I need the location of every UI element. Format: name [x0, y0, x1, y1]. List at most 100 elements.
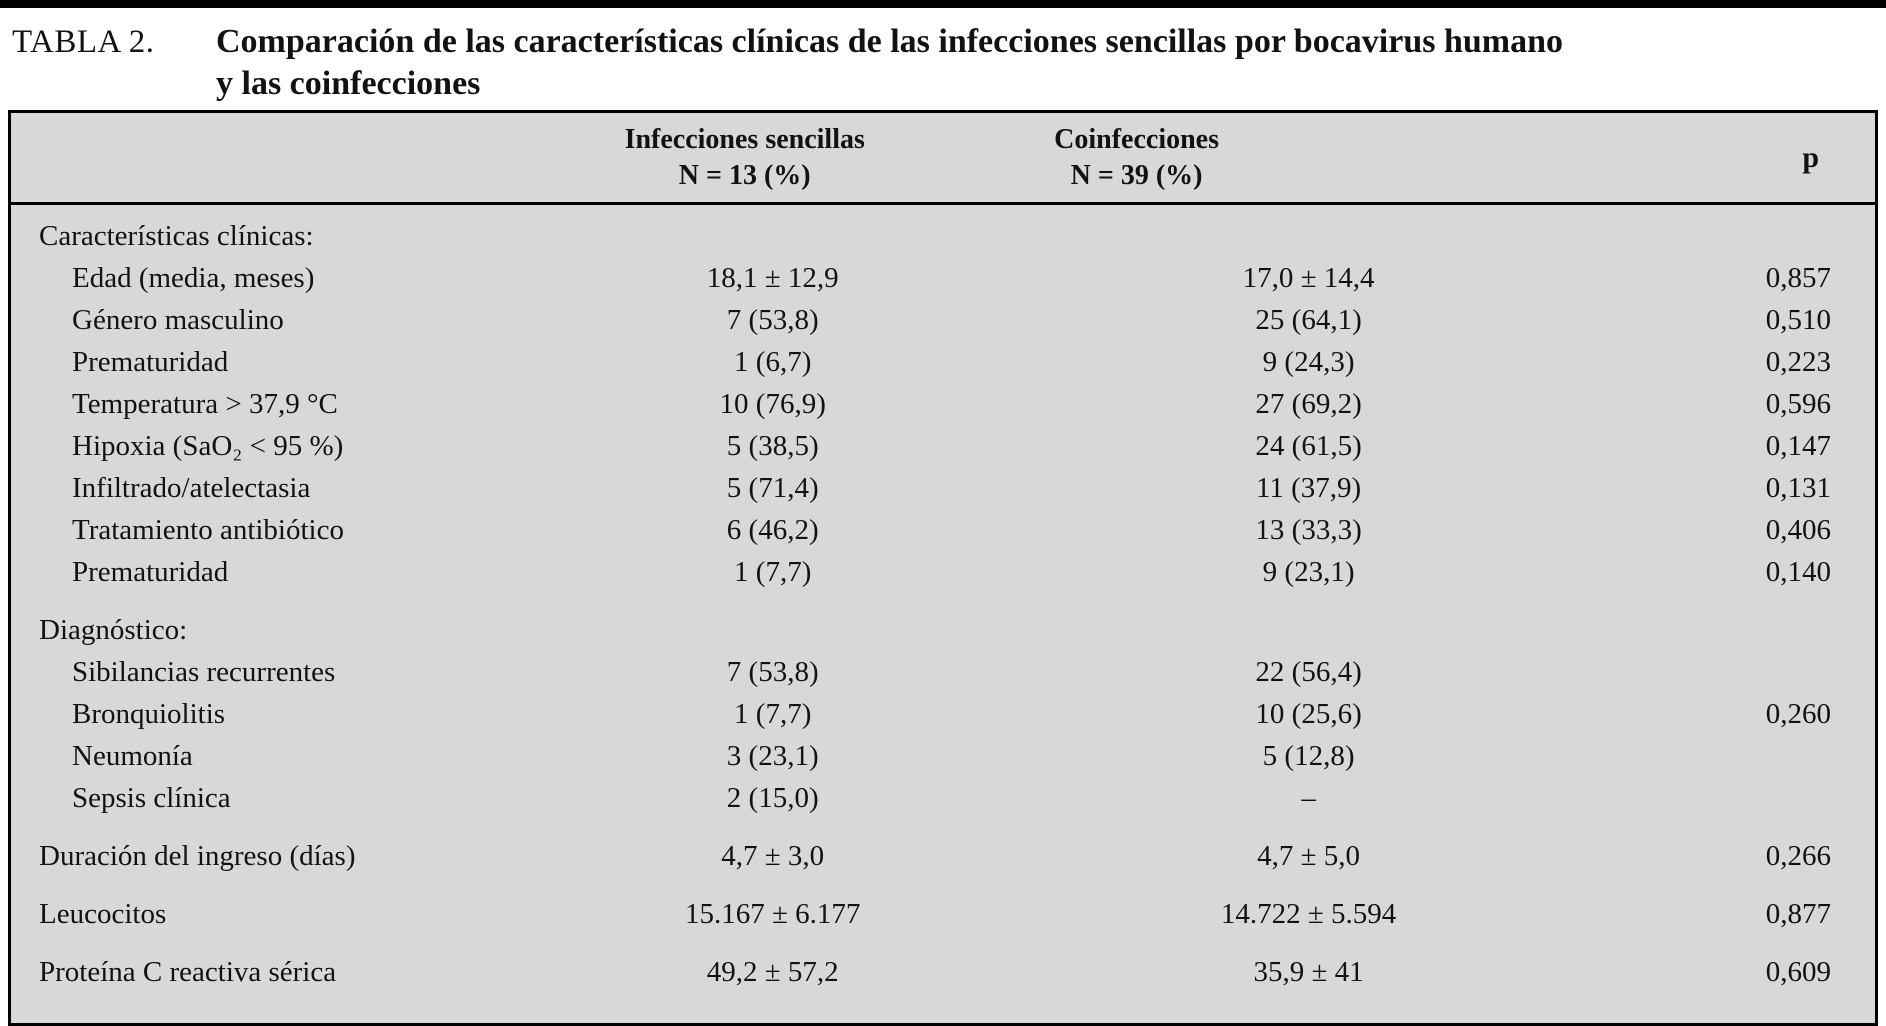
value-single-infections: 7 (53,8)	[726, 304, 819, 336]
header-coinfections: Coinfecciones N = 39 (%)	[988, 111, 1630, 205]
row-label: Sepsis clínica	[72, 782, 231, 814]
value-coinfections: 35,9 ± 41	[1253, 956, 1364, 988]
row-label: Diagnóstico:	[39, 614, 188, 646]
header-single-infections-n: N = 13 (%)	[678, 159, 811, 191]
row-label: Bronquiolitis	[72, 698, 226, 730]
section-header-row: Características clínicas:	[10, 204, 1877, 258]
table-title-text: Comparación de las características clíni…	[216, 21, 1563, 105]
value-single-infections: 5 (71,4)	[726, 472, 819, 504]
table-title-line2: y las coinfecciones	[216, 65, 481, 102]
table-body: Características clínicas: Edad (media, me…	[10, 204, 1877, 1025]
value-coinfections: 14.722 ± 5.594	[1220, 898, 1397, 930]
value-single-infections: 7 (53,8)	[726, 656, 819, 688]
row-label: Prematuridad	[72, 556, 229, 588]
header-single-infections: Infecciones sencillas N = 13 (%)	[557, 111, 989, 205]
row-label: Hipoxia (SaO₂ < 95 %)	[72, 430, 344, 462]
value-single-infections	[557, 593, 988, 651]
table-row: Tratamiento antibiótico 6 (46,2) 13 (33,3)…	[10, 509, 1877, 551]
value-coinfections: 24 (61,5)	[1255, 430, 1362, 462]
value-p: 0,147	[1765, 430, 1831, 462]
row-label: Sibilancias recurrentes	[72, 656, 336, 688]
table-row: Duración del ingreso (días) 4,7 ± 3,0 4,7 …	[10, 819, 1877, 877]
table-row: Leucocitos 15.167 ± 6.177 14.722 ± 5.594 0,…	[10, 877, 1877, 935]
value-single-infections: 10 (76,9)	[719, 388, 826, 420]
value-p: 0,223	[1765, 346, 1831, 378]
header-row: Infecciones sencillas N = 13 (%) Coinfec…	[9, 111, 1877, 205]
value-coinfections: 27 (69,2)	[1255, 388, 1362, 420]
table-row: Proteína C reactiva sérica 49,2 ± 57,2 35,…	[10, 935, 1877, 1025]
table-row: Prematuridad 1 (7,7) 9 (23,1) 0,140	[10, 551, 1877, 593]
header-p-value: p	[1629, 111, 1877, 205]
value-p	[1629, 735, 1876, 777]
row-label: Tratamiento antibiótico	[72, 514, 344, 546]
table-row: Prematuridad 1 (6,7) 9 (24,3) 0,223	[10, 341, 1877, 383]
row-label: Neumonía	[72, 740, 193, 772]
table-row: Neumonía 3 (23,1) 5 (12,8)	[10, 735, 1877, 777]
value-p	[1629, 777, 1876, 819]
row-label: Infiltrado/atelectasia	[72, 472, 311, 504]
value-coinfections: 25 (64,1)	[1255, 304, 1362, 336]
table-row: Infiltrado/atelectasia 5 (71,4) 11 (37,9) 0…	[10, 467, 1877, 509]
value-coinfections: 17,0 ± 14,4	[1242, 262, 1375, 294]
table-row: Bronquiolitis 1 (7,7) 10 (25,6) 0,260	[10, 693, 1877, 735]
table-row: Sepsis clínica 2 (15,0) –	[10, 777, 1877, 819]
table-row: Temperatura > 37,9 °C 10 (76,9) 27 (69,2) 0…	[10, 383, 1877, 425]
table-header: Infecciones sencillas N = 13 (%) Coinfec…	[9, 111, 1877, 205]
value-p: 0,260	[1765, 698, 1831, 730]
clinical-comparison-table: Infecciones sencillas N = 13 (%) Coinfec…	[8, 110, 1878, 1026]
value-coinfections	[988, 204, 1629, 258]
value-coinfections: 4,7 ± 5,0	[1257, 840, 1361, 872]
value-p: 0,140	[1765, 556, 1831, 588]
section-header-row: Diagnóstico:	[10, 593, 1877, 651]
table-number-label: TABLA 2.	[12, 24, 155, 60]
value-single-infections: 1 (6,7)	[734, 346, 812, 378]
value-single-infections: 18,1 ± 12,9	[706, 262, 839, 294]
value-p: 0,877	[1765, 898, 1831, 930]
table-row: Edad (media, meses) 18,1 ± 12,9 17,0 ± 14,…	[10, 257, 1877, 299]
header-coinfections-n: N = 39 (%)	[1070, 159, 1203, 191]
row-label: Leucocitos	[39, 898, 167, 930]
value-coinfections: 9 (24,3)	[1262, 346, 1355, 378]
header-coinfections-title: Coinfecciones	[1054, 123, 1219, 155]
row-label: Proteína C reactiva sérica	[39, 956, 337, 988]
value-p: 0,406	[1765, 514, 1831, 546]
value-coinfections: 5 (12,8)	[1262, 740, 1355, 772]
value-single-infections: 1 (7,7)	[734, 698, 812, 730]
row-label: Género masculino	[72, 304, 284, 336]
value-p	[1629, 204, 1876, 258]
value-single-infections: 1 (7,7)	[734, 556, 812, 588]
table-row: Hipoxia (SaO₂ < 95 %) 5 (38,5) 24 (61,5) 0,…	[10, 425, 1877, 467]
value-p: 0,131	[1765, 472, 1831, 504]
table-title-line1: Comparación de las características clíni…	[216, 23, 1564, 60]
value-coinfections: 10 (25,6)	[1255, 698, 1362, 730]
row-label: Temperatura > 37,9 °C	[72, 388, 338, 420]
header-single-infections-title: Infecciones sencillas	[624, 123, 865, 155]
value-coinfections: 11 (37,9)	[1255, 472, 1362, 504]
value-p: 0,510	[1765, 304, 1831, 336]
value-coinfections: 22 (56,4)	[1255, 656, 1362, 688]
value-single-infections: 4,7 ± 3,0	[721, 840, 825, 872]
value-single-infections	[557, 204, 988, 258]
table-row: Sibilancias recurrentes 7 (53,8) 22 (56,4)	[10, 651, 1877, 693]
value-coinfections: 9 (23,1)	[1262, 556, 1355, 588]
value-single-infections: 6 (46,2)	[726, 514, 819, 546]
row-label: Características clínicas:	[39, 220, 314, 252]
value-p: 0,609	[1765, 956, 1831, 988]
top-rule-divider	[0, 0, 1886, 8]
table-caption: TABLA 2. Comparación de las característi…	[0, 8, 1886, 110]
value-p	[1629, 651, 1876, 693]
value-p	[1629, 593, 1876, 651]
value-coinfections: 13 (33,3)	[1255, 514, 1362, 546]
row-label: Edad (media, meses)	[72, 262, 315, 294]
value-coinfections: –	[1301, 782, 1316, 814]
value-single-infections: 5 (38,5)	[726, 430, 819, 462]
value-coinfections	[988, 593, 1629, 651]
value-single-infections: 49,2 ± 57,2	[706, 956, 839, 988]
value-p: 0,596	[1765, 388, 1831, 420]
row-label: Prematuridad	[72, 346, 229, 378]
table-row: Género masculino 7 (53,8) 25 (64,1) 0,510	[10, 299, 1877, 341]
value-p: 0,266	[1765, 840, 1831, 872]
value-single-infections: 2 (15,0)	[726, 782, 819, 814]
row-label: Duración del ingreso (días)	[39, 840, 356, 872]
